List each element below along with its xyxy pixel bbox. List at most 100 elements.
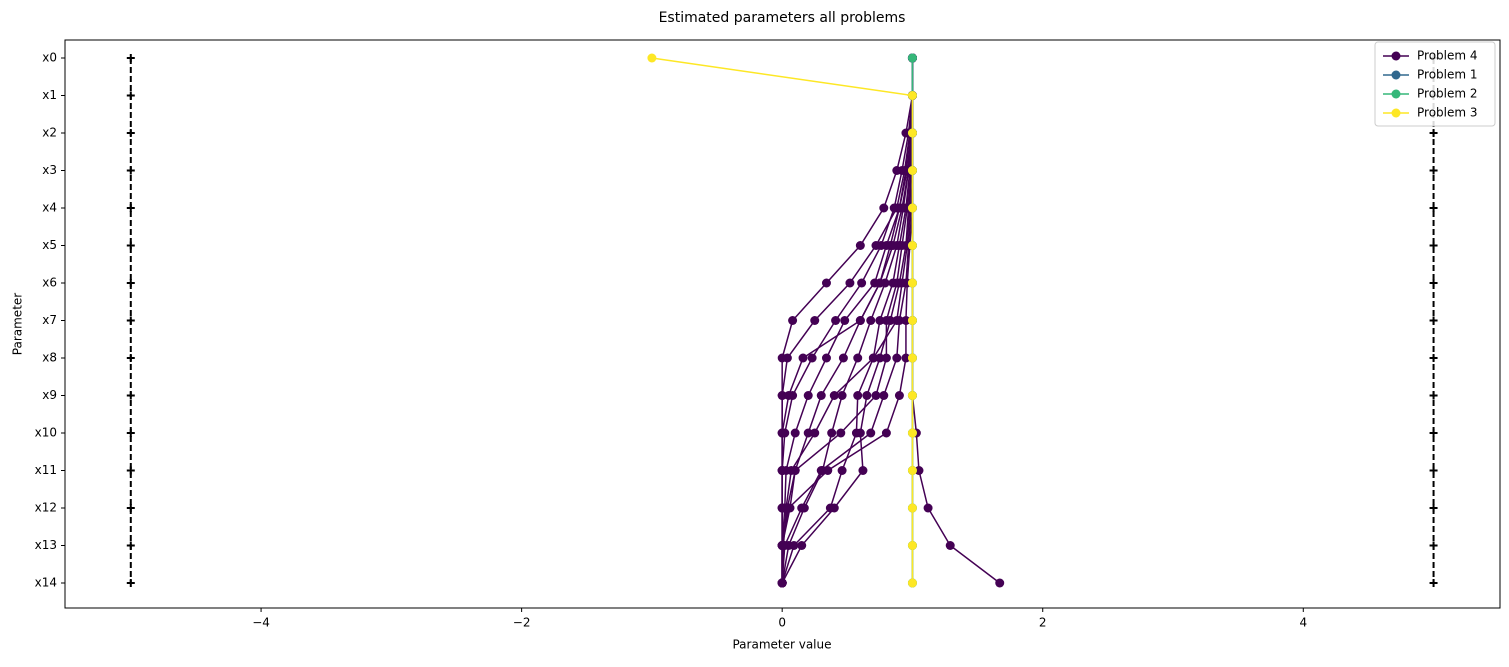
run-marker <box>897 278 907 288</box>
run-marker <box>829 503 839 513</box>
run-marker <box>866 428 876 438</box>
run-marker <box>897 203 907 213</box>
y-tick-label: x3 <box>42 163 57 177</box>
bound-marker <box>1429 166 1438 175</box>
bound-marker <box>126 429 135 437</box>
run-marker <box>831 316 841 325</box>
legend-label: Problem 4 <box>1417 49 1478 63</box>
run-marker <box>810 316 820 325</box>
y-tick-label: x14 <box>35 576 57 590</box>
run-marker <box>907 428 917 438</box>
run-marker <box>821 353 831 363</box>
x-axis-label: Parameter value <box>732 638 831 652</box>
run-marker <box>837 466 847 475</box>
run-marker <box>871 241 881 250</box>
run-marker <box>786 466 796 475</box>
bound-marker <box>126 541 135 550</box>
run-marker <box>923 503 933 513</box>
bound-marker <box>1429 241 1438 250</box>
run-marker <box>836 428 846 438</box>
bound-marker <box>126 241 135 250</box>
bound-marker <box>1429 316 1438 325</box>
run-marker <box>777 428 787 438</box>
run-marker <box>907 353 917 363</box>
run-marker <box>837 391 847 400</box>
y-tick-label: x6 <box>42 276 57 290</box>
bound-marker <box>126 579 135 587</box>
y-tick-label: x2 <box>42 126 57 140</box>
run-marker <box>803 428 813 438</box>
legend-label: Problem 1 <box>1417 68 1478 82</box>
legend: Problem 4 Problem 1 Problem 2 Problem 3 <box>1374 41 1496 127</box>
run-marker <box>853 391 863 400</box>
run-marker <box>907 166 917 175</box>
run-marker <box>881 353 891 363</box>
bound-marker <box>126 166 135 175</box>
run-marker <box>894 391 904 400</box>
bound-marker <box>1429 391 1438 400</box>
legend-marker <box>1391 51 1401 61</box>
bound-marker <box>1429 541 1438 550</box>
bound-marker <box>1429 354 1438 362</box>
run-marker <box>995 578 1005 588</box>
x-tick-label: 2 <box>1039 616 1047 630</box>
y-axis-label: Parameter <box>11 293 25 355</box>
run-marker <box>855 316 865 325</box>
run-marker <box>914 466 924 475</box>
legend-label: Problem 2 <box>1417 87 1478 101</box>
y-tick-label: x8 <box>42 351 57 365</box>
run-marker <box>781 503 791 513</box>
run-marker <box>892 166 902 175</box>
run-marker <box>892 316 902 325</box>
run-marker <box>881 428 891 438</box>
run-marker <box>810 428 820 438</box>
run-marker <box>907 391 917 400</box>
run-marker <box>907 503 917 513</box>
run-marker <box>855 428 865 438</box>
bound-marker <box>1429 504 1438 512</box>
bound-marker <box>126 91 135 100</box>
run-marker <box>821 278 831 288</box>
run-marker <box>789 541 799 550</box>
run-marker <box>838 353 848 363</box>
run-marker <box>907 316 917 325</box>
run-marker <box>907 53 917 63</box>
run-marker <box>790 428 800 438</box>
bound-marker <box>1429 429 1438 437</box>
run-marker <box>907 278 917 288</box>
legend-box <box>1374 41 1496 127</box>
run-marker <box>945 541 955 550</box>
run-marker <box>868 353 878 363</box>
y-tick-label: x9 <box>42 388 57 402</box>
y-tick-label: x5 <box>42 238 57 252</box>
run-marker <box>829 391 839 400</box>
bound-marker <box>126 279 135 287</box>
run-marker <box>907 241 917 250</box>
x-tick-label: 0 <box>778 616 786 630</box>
bound-marker <box>126 316 135 325</box>
run-marker <box>862 391 872 400</box>
bound-marker <box>126 391 135 400</box>
run-marker <box>816 391 826 400</box>
run-marker <box>823 466 833 475</box>
run-marker <box>901 316 911 325</box>
legend-marker <box>1391 89 1401 99</box>
run-marker <box>797 503 807 513</box>
run-marker <box>892 353 902 363</box>
bound-marker <box>1429 279 1438 287</box>
run-marker <box>784 391 794 400</box>
run-marker <box>901 353 911 363</box>
run-marker <box>788 316 798 325</box>
run-marker <box>840 316 850 325</box>
bound-marker <box>126 54 135 62</box>
y-tick-label: x13 <box>35 538 57 552</box>
run-marker <box>871 391 881 400</box>
legend-marker <box>1391 108 1401 118</box>
run-marker <box>797 541 807 550</box>
run-marker <box>875 278 885 288</box>
run-marker <box>778 541 788 550</box>
run-marker <box>875 316 885 325</box>
run-marker <box>879 203 889 213</box>
